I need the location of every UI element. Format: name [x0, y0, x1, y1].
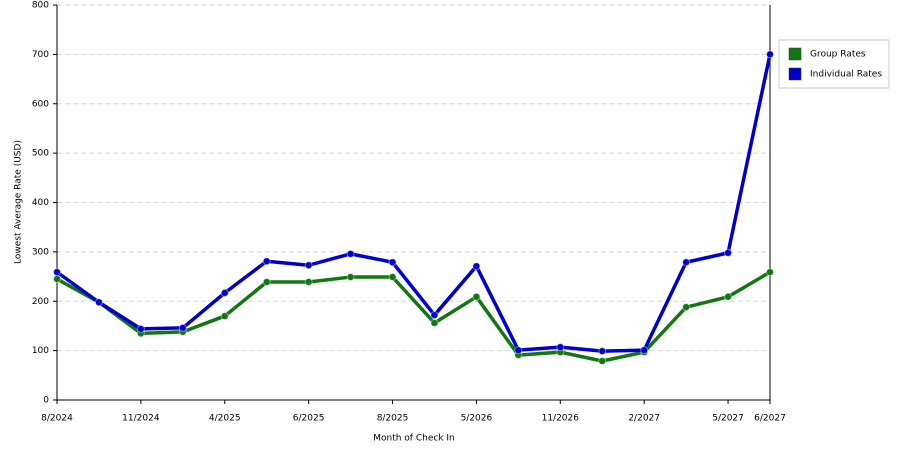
point: [640, 346, 649, 355]
point: [682, 303, 691, 312]
point: [53, 275, 61, 284]
point: [304, 261, 313, 270]
point: [304, 277, 313, 286]
point: [598, 347, 607, 356]
legend-label: Individual Rates: [810, 70, 882, 80]
point: [766, 268, 774, 277]
series-line: [55, 54, 772, 353]
point: [556, 343, 565, 352]
point: [178, 323, 187, 332]
x-tick-label: 11/2024: [122, 414, 160, 424]
y-tick-label: 700: [32, 50, 49, 60]
point: [430, 318, 439, 327]
legend-swatch: [788, 47, 802, 61]
y-tick-label: 600: [32, 99, 49, 109]
point: [346, 273, 355, 282]
x-tick-label: 4/2025: [209, 414, 241, 424]
y-tick-label: 0: [43, 396, 49, 406]
point: [220, 312, 229, 321]
x-tick-label: 6/2025: [293, 414, 325, 424]
point: [724, 292, 733, 301]
point: [220, 288, 229, 297]
point: [682, 258, 691, 267]
point: [472, 262, 481, 271]
y-tick-label: 100: [32, 346, 49, 356]
x-tick-label: 6/2027: [754, 414, 786, 424]
x-tick-label: 5/2027: [712, 414, 744, 424]
legend-label: Group Rates: [810, 50, 866, 60]
point: [136, 324, 145, 333]
y-axis-label: Lowest Average Rate (USD): [14, 140, 24, 264]
point: [598, 356, 607, 365]
x-tick-label: 8/2024: [41, 414, 73, 424]
point: [388, 273, 397, 282]
y-tick-label: 400: [32, 198, 49, 208]
point: [346, 249, 355, 258]
point: [430, 311, 439, 320]
point: [53, 268, 61, 277]
point: [724, 248, 733, 257]
x-axis-label: Month of Check In: [373, 434, 455, 444]
y-tick-label: 300: [32, 247, 49, 257]
y-tick-label: 500: [32, 149, 49, 159]
legend-swatch: [788, 67, 802, 81]
x-tick-label: 5/2026: [461, 414, 493, 424]
point: [262, 257, 271, 266]
point: [94, 298, 103, 307]
point: [766, 50, 774, 59]
point: [388, 258, 397, 267]
point: [514, 346, 523, 355]
y-tick-label: 200: [32, 297, 49, 307]
x-tick-label: 8/2025: [377, 414, 409, 424]
legend-box: [778, 39, 890, 89]
point: [262, 277, 271, 286]
y-tick-label: 800: [32, 1, 49, 11]
point: [472, 292, 481, 301]
x-tick-label: 2/2027: [628, 414, 660, 424]
x-tick-label: 11/2026: [542, 414, 580, 424]
series-line: [56, 270, 771, 363]
